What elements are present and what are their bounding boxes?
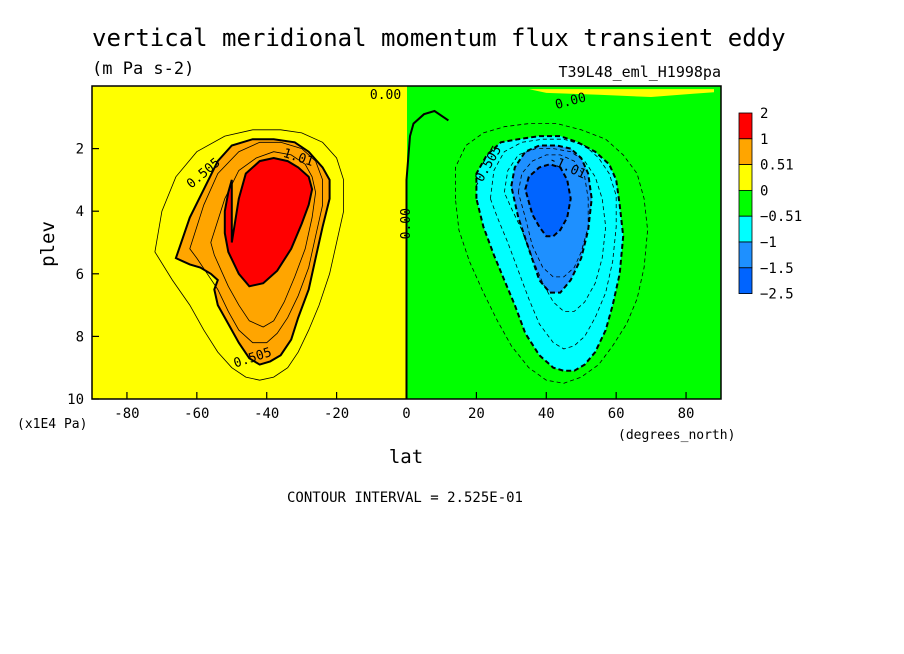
colorbar-swatch: [738, 164, 753, 191]
y-tick-label: 2: [76, 142, 84, 158]
contour-line-negative-4: [489, 138, 617, 350]
contour-boundary-3: [510, 144, 593, 294]
x-tick-label: -60: [184, 406, 209, 422]
colorbar-label: −0.51: [760, 209, 802, 225]
colorbar-label: −2.5: [760, 287, 794, 303]
filled-region-4: [525, 164, 571, 237]
y-tick-label: 8: [76, 329, 84, 345]
contour-label-4: 0.00: [370, 88, 401, 103]
contour-line-positive-0: [154, 129, 344, 381]
y-tick-label: 10: [67, 392, 84, 408]
colorbar-swatch: [738, 241, 753, 269]
contour-line-positive-2: [210, 151, 317, 328]
filled-region-1: [224, 158, 313, 287]
colorbar-label: −1.5: [760, 261, 794, 277]
colorbar-swatch: [738, 189, 753, 217]
y-axis-units: (x1E4 Pa): [17, 417, 87, 432]
colorbar-label: 0.51: [760, 158, 794, 174]
x-tick-label: 40: [538, 406, 555, 422]
x-tick-label: 80: [678, 406, 695, 422]
colorbar-label: 0: [760, 183, 768, 199]
colorbar-label: 2: [760, 106, 768, 122]
x-tick-label: 0: [402, 406, 410, 422]
colorbar-swatch: [738, 215, 753, 243]
contour-boundary-4: [524, 163, 572, 238]
contour-label-3: 0.00: [399, 208, 414, 239]
zero-contour-line: [405, 109, 449, 399]
colorbar-swatch: [738, 267, 753, 294]
colorbar-legend: 2 1 0.51 0 −0.51 −1 −1.5 −2.5: [738, 106, 802, 303]
colorbar-label: −1: [760, 235, 777, 251]
colorbar-swatch: [738, 112, 753, 140]
colorbar-swatch: [738, 138, 753, 166]
contour-interval-note: CONTOUR INTERVAL = 2.525E-01: [287, 490, 523, 506]
contour-line-negative-3: [455, 123, 649, 384]
x-axis-units: (degrees_north): [618, 428, 735, 443]
contour-boundary-0: [174, 138, 331, 366]
contour-boundary-1: [223, 156, 314, 288]
y-axis-label: plev: [37, 221, 59, 267]
y-tick-label: 6: [76, 267, 84, 283]
x-tick-label: -80: [114, 406, 139, 422]
filled-region-5: [528, 89, 714, 97]
chart-units: (m Pa s-2): [92, 59, 194, 79]
x-tick-label: -20: [324, 406, 349, 422]
dataset-label: T39L48_eml_H1998pa: [558, 63, 721, 81]
x-axis-label: lat: [389, 446, 423, 468]
x-tick-label: 60: [608, 406, 625, 422]
x-tick-label: -40: [254, 406, 279, 422]
contour-line-negative-5: [503, 148, 607, 312]
y-tick-label: 4: [76, 204, 84, 220]
contour-line-positive-1: [189, 141, 323, 344]
colorbar-label: 1: [760, 132, 768, 148]
x-tick-label: 20: [468, 406, 485, 422]
chart-title: vertical meridional momentum flux transi…: [92, 24, 786, 52]
